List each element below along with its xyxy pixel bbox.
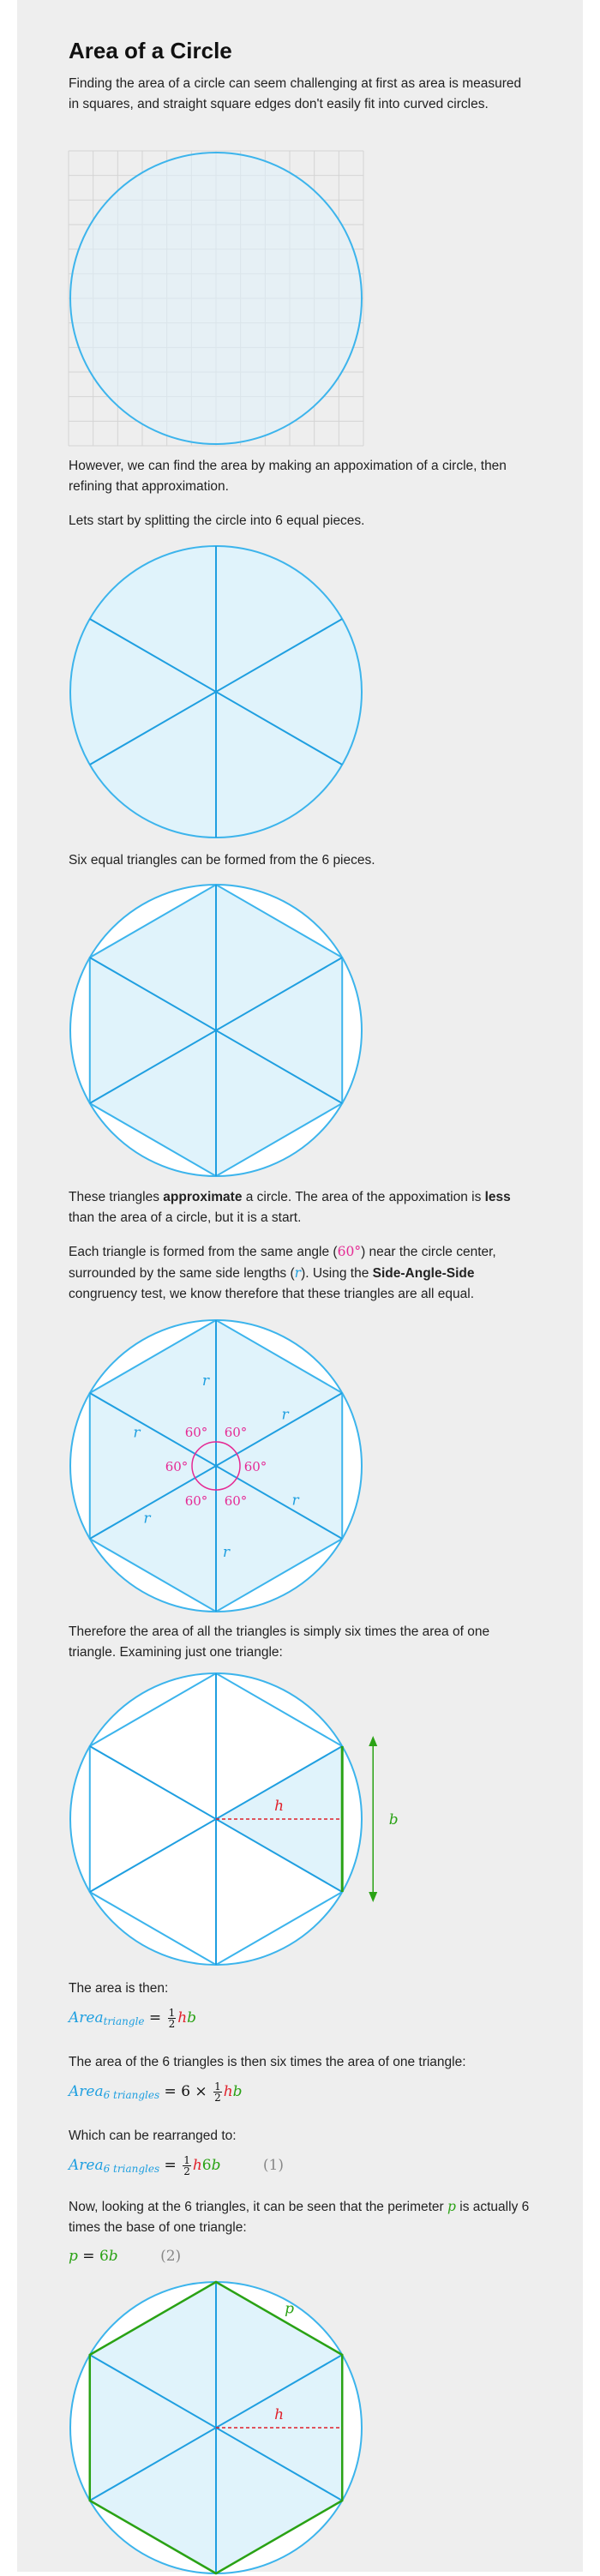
- circle-six-pieces-figure: [69, 545, 363, 838]
- angle-label: 60°: [225, 1493, 248, 1509]
- radius-label: r: [133, 1424, 141, 1441]
- perimeter-paragraph: Now, looking at the 6 triangles, it can …: [69, 2199, 530, 2235]
- area-then-paragraph: The area is then:: [69, 1981, 169, 1996]
- page-title: Area of a Circle: [69, 38, 232, 63]
- arrow-head-up: [369, 1736, 378, 1746]
- single-triangle-figure: hb: [69, 1672, 399, 1967]
- circle: [69, 152, 363, 445]
- diameter-line: [89, 618, 343, 766]
- page-panel: Area of a Circle Finding the area of a c…: [17, 0, 583, 2575]
- equation-1: Area6 triangles = 1 2 h6b (1): [69, 2154, 284, 2177]
- base-label: b: [389, 1811, 399, 1828]
- diameter-line: [89, 957, 343, 1104]
- equation-area-triangle: Areatriangle = 1 2 hb: [69, 2007, 197, 2030]
- circle-on-grid-figure: [68, 150, 364, 447]
- angle-label: 60°: [244, 1459, 267, 1474]
- diameter-line: [89, 1392, 343, 1540]
- equation-area-six-triangles: Area6 triangles = 6 × 1 2 hb: [69, 2081, 243, 2104]
- angle-label: 60°: [165, 1459, 189, 1474]
- perimeter-label: p: [285, 2301, 294, 2318]
- congruency-paragraph: Each triangle is formed from the same an…: [69, 1244, 496, 1301]
- radius-label: r: [202, 1372, 210, 1390]
- approximate-paragraph: These triangles approximate a circle. Th…: [69, 1190, 511, 1225]
- height-label: h: [274, 1798, 284, 1815]
- radius-label: r: [223, 1544, 231, 1561]
- one-triangle-paragraph: Therefore the area of all the triangles …: [69, 1624, 490, 1660]
- approximation-paragraph: However, we can find the area by making …: [69, 459, 507, 494]
- equation-2: p = 6b (2): [69, 2248, 182, 2265]
- triangles-paragraph: Six equal triangles can be formed from t…: [69, 853, 375, 868]
- six-triangles-paragraph: The area of the 6 triangles is then six …: [69, 2055, 466, 2069]
- angles-radius-figure: 60° 60° 60° 60° 60° 60° r r r r r r: [69, 1318, 363, 1613]
- angle-label: 60°: [185, 1493, 208, 1509]
- rearranged-paragraph: Which can be rearranged to:: [69, 2129, 237, 2143]
- radius-label: r: [282, 1407, 290, 1424]
- perimeter-figure: hp: [69, 2280, 363, 2575]
- arrow-head-down: [369, 1892, 378, 1902]
- angle-arc: [191, 1441, 241, 1491]
- intro-paragraph: Finding the area of a circle can seem ch…: [69, 76, 522, 111]
- radius-label: r: [143, 1510, 151, 1527]
- angle-label: 60°: [185, 1425, 208, 1440]
- angle-label: 60°: [225, 1425, 248, 1440]
- split-paragraph: Lets start by splitting the circle into …: [69, 513, 365, 528]
- radius-label: r: [292, 1492, 300, 1510]
- hexagon-inscribed-figure: [69, 883, 363, 1178]
- height-label: h: [274, 2406, 284, 2423]
